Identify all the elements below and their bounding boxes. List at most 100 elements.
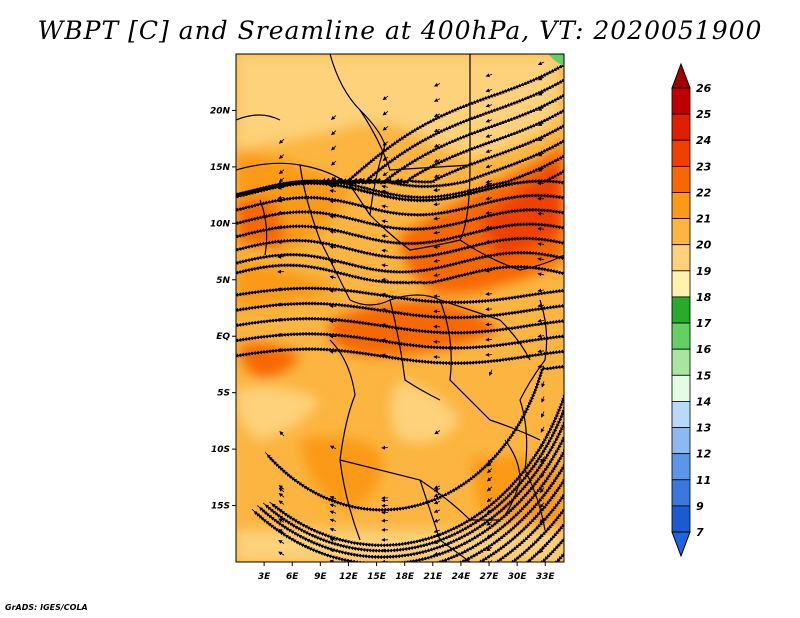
streamline-arrow: [540, 441, 545, 448]
lat-tick-label: 20N: [210, 106, 231, 116]
colorbar-label: 20: [696, 239, 712, 252]
streamline-arrow: [381, 277, 389, 282]
colorbar-label: 26: [696, 82, 712, 95]
colorbar-segment: [671, 401, 691, 428]
country-border: [359, 109, 386, 216]
lat-tick-label: 5N: [216, 276, 230, 286]
streamline: [236, 331, 564, 350]
country-border: [504, 439, 521, 516]
colorbar-label: 17: [696, 317, 712, 330]
streamline-arrow: [537, 76, 545, 81]
streamline-arrow: [537, 107, 545, 111]
streamline-arrow: [540, 564, 544, 568]
streamline: [236, 301, 564, 320]
streamline-arrow: [329, 537, 337, 542]
streamline-arrow: [278, 508, 285, 514]
colorbar-segment: [671, 453, 691, 481]
colorbar-segment: [671, 296, 691, 324]
streamline-arrow: [537, 364, 545, 369]
streamline-arrow: [278, 551, 285, 556]
colorbar-label: 16: [696, 343, 712, 356]
map-frame: [235, 53, 565, 563]
streamline-arrow: [433, 518, 441, 523]
country-border: [459, 239, 564, 271]
lat-tick-label: 15N: [210, 163, 231, 173]
streamline-arrow: [485, 352, 493, 357]
streamline-arrow: [381, 189, 389, 194]
colorbar-label: 25: [696, 108, 712, 121]
streamline-arrow: [278, 500, 285, 505]
colorbar-segment: [671, 322, 691, 350]
map-title: WBPT [C] and Sreamline at 400hPa, VT: 20…: [37, 16, 763, 45]
colorbar-segment: [671, 244, 691, 272]
lat-tick-label: 15S: [211, 502, 230, 512]
colorbar-segment: [671, 165, 691, 193]
colorbar-segment: [671, 192, 691, 219]
colorbar-label: 12: [696, 448, 712, 461]
country-border: [236, 114, 281, 121]
streamline-arrow: [329, 518, 337, 523]
colorbar-segment: [671, 270, 691, 298]
colorbar-label: 21: [696, 213, 711, 226]
streamline-arrow: [277, 181, 285, 186]
streamline-arrow: [537, 167, 545, 172]
map-panel: 3E 6E 9E 12E 15E 18E 21E 24E 27E 30E 33E 20N 15N 10N…: [210, 53, 565, 605]
streamline-arrow: [433, 509, 441, 513]
colorbar-segment: [671, 505, 691, 533]
colorbar: 26 25 24 23 22 21 20 19 18 17 16 15 14 13 12 11 9 7: [671, 62, 712, 558]
streamline-arrow: [433, 273, 441, 278]
lon-tick-label: 24E: [452, 572, 472, 582]
lat-tick-label: EQ: [216, 332, 230, 342]
streamline-arrow: [485, 268, 493, 273]
country-border: [349, 294, 501, 321]
wbpt-shade-region-green: [548, 54, 564, 66]
streamline-arrow: [537, 137, 545, 142]
colorbar-segment: [671, 374, 691, 402]
streamline-arrow: [539, 548, 545, 554]
streamline-arrow: [486, 533, 493, 539]
lat-tick-label: 10N: [210, 219, 231, 229]
country-border: [519, 299, 548, 401]
streamline-arrow: [381, 323, 389, 327]
streamline-arrow: [537, 226, 545, 231]
country-borders: [236, 54, 564, 562]
streamline-arrow: [278, 528, 285, 534]
country-border: [369, 164, 471, 251]
colorbar-segment: [671, 479, 691, 507]
streamline-arrow: [434, 603, 440, 605]
streamline-arrow: [433, 551, 441, 556]
colorbar-segment: [671, 348, 691, 376]
streamline-arrow: [278, 539, 285, 544]
streamline-arrow: [537, 334, 545, 338]
streamline-arrow: [486, 521, 493, 526]
streamline-arrow: [329, 229, 337, 234]
streamline-arrow: [277, 210, 285, 215]
streamline-arrow: [537, 91, 545, 96]
colorbar-label: 7: [696, 526, 704, 539]
colorbar-segment: [671, 87, 691, 115]
streamline-arrow: [485, 225, 493, 230]
streamline-arrow: [485, 196, 493, 201]
streamline-arrow: [381, 204, 389, 209]
country-border: [329, 339, 361, 541]
streamline-arrow: [537, 288, 545, 293]
streamline-arrow: [486, 560, 493, 562]
streamline-arrow: [329, 184, 337, 189]
streamline-arrow: [485, 182, 493, 186]
streamline-arrow: [433, 187, 441, 192]
streamline-arrow: [329, 245, 337, 250]
streamline-arrow: [381, 353, 389, 358]
streamline-arrow: [539, 487, 545, 494]
streamline-arrow: [541, 381, 546, 388]
lon-tick-label: 21E: [423, 572, 443, 582]
streamline-arrow: [433, 230, 441, 235]
streamline-arrow: [539, 502, 545, 509]
streamline-arrow: [278, 518, 285, 523]
country-border: [499, 319, 531, 361]
colorbar-label: 15: [696, 369, 712, 382]
streamline-arrow: [330, 572, 336, 574]
streamline-arrow: [537, 61, 545, 66]
streamline-arrow: [277, 225, 285, 230]
streamline: [554, 546, 564, 562]
streamlines: [236, 60, 564, 605]
